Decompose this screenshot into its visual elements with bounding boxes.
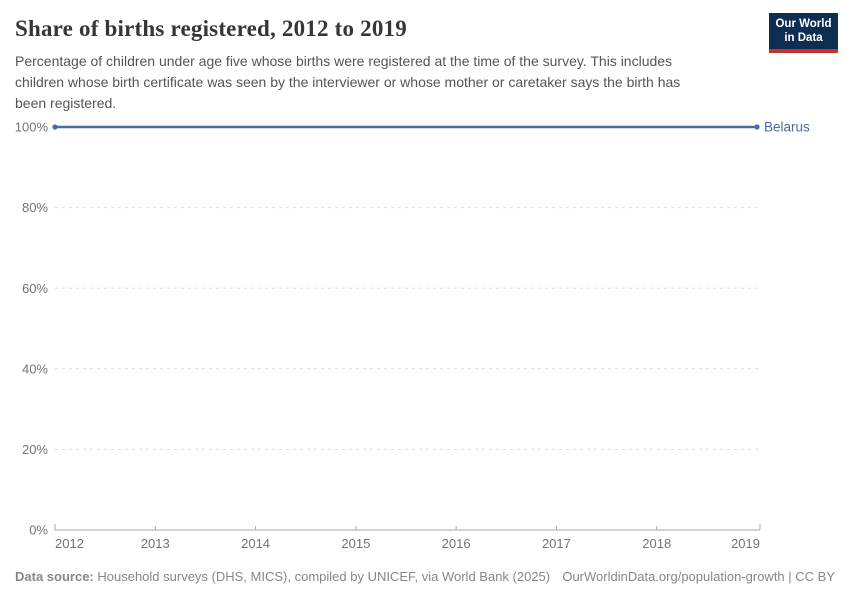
x-tick-label-2019: 2019	[731, 536, 760, 551]
x-tick-label-2014: 2014	[241, 536, 270, 551]
x-tick-label-2012: 2012	[55, 536, 84, 551]
x-tick-label-2015: 2015	[341, 536, 370, 551]
data-source-note: Data source: Household surveys (DHS, MIC…	[15, 569, 550, 584]
owid-logo-line2: in Data	[784, 32, 823, 45]
x-tick-label-2018: 2018	[642, 536, 671, 551]
x-tick-label-2013: 2013	[141, 536, 170, 551]
series-label-belarus[interactable]: Belarus	[764, 120, 810, 135]
x-tick-label-2016: 2016	[442, 536, 471, 551]
series-endpoint-dot-2012	[52, 124, 58, 130]
y-tick-label-20: 20%	[22, 442, 48, 457]
owid-logo[interactable]: Our World in Data	[769, 13, 838, 53]
chart-subtitle: Percentage of children under age five wh…	[15, 53, 681, 111]
y-tick-label-40: 40%	[22, 361, 48, 376]
data-source-text: Household surveys (DHS, MICS), compiled …	[93, 569, 551, 584]
owid-logo-line1: Our World	[775, 18, 832, 30]
owid-attribution-link[interactable]: OurWorldinData.org/population-growth | C…	[562, 569, 835, 584]
y-tick-label-80: 80%	[22, 200, 48, 215]
x-tick-label-2017: 2017	[542, 536, 571, 551]
chart-footer: Data source: Household surveys (DHS, MIC…	[15, 569, 835, 584]
chart-title: Share of births registered, 2012 to 2019	[15, 16, 407, 41]
y-tick-label-60: 60%	[22, 281, 48, 296]
y-tick-label-0: 0%	[29, 523, 48, 538]
data-source-label: Data source:	[15, 569, 94, 584]
y-tick-label-100: 100%	[15, 120, 49, 135]
series-endpoint-dot-2019	[754, 124, 760, 130]
chart-header: Share of births registered, 2012 to 2019…	[15, 16, 750, 114]
